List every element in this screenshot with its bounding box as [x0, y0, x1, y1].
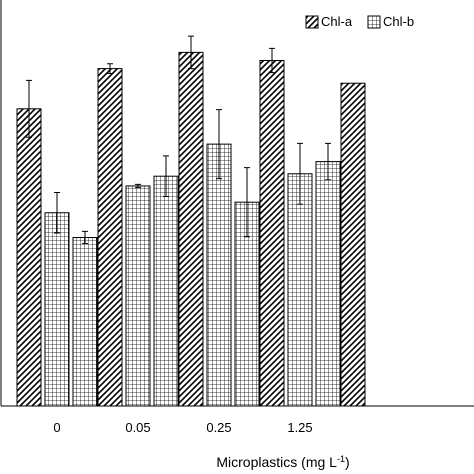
error-bar-series1-0: [26, 79, 32, 138]
bar-series1-cat4: [340, 82, 366, 407]
error-bar-series2-0.25: [216, 109, 222, 180]
bar-series3-1.25: [315, 161, 341, 407]
x-axis-title-superscript: -1: [337, 454, 345, 464]
bar-series2-0: [44, 212, 70, 407]
x-tick-labels: 0 0.05 0.25 1.25: [53, 420, 312, 435]
bar-series2-0.25: [206, 143, 232, 407]
error-bar-series1-0.25: [188, 35, 194, 70]
bar-series3-0: [72, 237, 98, 407]
legend-label-chl-a: Chl-a: [321, 14, 353, 29]
bar-series1-0.25: [178, 51, 204, 407]
x-tick-label: 0.05: [125, 420, 150, 435]
legend-swatch-chl-b: [367, 15, 381, 29]
bar-series1-0: [16, 108, 42, 407]
x-axis-title-close: ): [345, 454, 350, 470]
error-bar-series3-1.25: [325, 142, 331, 181]
bar-series1-0.05: [97, 68, 123, 407]
x-tick-label: 0: [53, 420, 60, 435]
error-bar-series1-0.05: [107, 63, 113, 74]
error-bar-series3-0: [82, 230, 88, 245]
legend-label-chl-b: Chl-b: [383, 14, 414, 29]
error-bar-series2-1.25: [297, 142, 303, 205]
x-axis-title: Microplastics (mg L-1): [216, 454, 349, 470]
error-bar-series3-0.05: [163, 155, 169, 198]
bar-series2-1.25: [287, 173, 313, 407]
bar-series1-1.25: [259, 59, 285, 407]
error-bar-series3-0.25: [244, 167, 250, 238]
bar-series3-0.05: [153, 175, 179, 407]
error-bar-series2-0: [54, 191, 60, 234]
legend: Chl-a Chl-b: [305, 14, 414, 29]
plot-area: [16, 35, 366, 407]
x-tick-label: 1.25: [287, 420, 312, 435]
legend-swatch-chl-a: [305, 15, 319, 29]
bar-series2-0.05: [125, 185, 151, 407]
x-tick-label: 0.25: [206, 420, 231, 435]
error-bar-series2-0.05: [135, 183, 141, 189]
error-bar-series1-1.25: [269, 47, 275, 74]
x-axis-title-main: Microplastics (mg L: [216, 454, 337, 470]
